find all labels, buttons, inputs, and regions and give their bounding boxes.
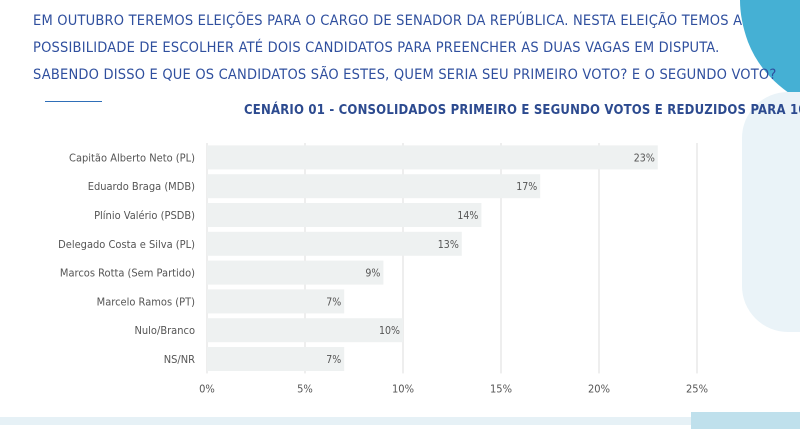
x-tick-label: 25% (686, 382, 708, 395)
question-line: EM OUTUBRO TEREMOS ELEIÇÕES PARA O CARGO… (33, 13, 743, 29)
category-label: Plínio Valério (PSDB) (94, 209, 195, 222)
category-label: Marcos Rotta (Sem Partido) (60, 267, 195, 280)
bar (207, 260, 384, 285)
side-decoration (742, 92, 800, 332)
data-label: 13% (438, 239, 459, 251)
category-label: Eduardo Braga (MDB) (88, 180, 195, 193)
survey-question: EM OUTUBRO TEREMOS ELEIÇÕES PARA O CARGO… (33, 8, 777, 89)
question-line: POSSIBILIDADE DE ESCOLHER ATÉ DOIS CANDI… (33, 40, 720, 56)
chart-title: CENÁRIO 01 - CONSOLIDADOS PRIMEIRO E SEG… (244, 103, 800, 118)
category-label: Capitão Alberto Neto (PL) (69, 151, 195, 164)
corner-decoration (740, 0, 800, 100)
data-label: 7% (326, 296, 341, 308)
data-label: 9% (365, 268, 380, 280)
data-label: 10% (379, 325, 400, 337)
data-label: 23% (634, 152, 655, 164)
category-label: NS/NR (164, 353, 195, 366)
category-label: Nulo/Branco (135, 324, 196, 337)
divider (45, 101, 102, 102)
category-label: Marcelo Ramos (PT) (97, 295, 195, 308)
footer-stripe (0, 417, 800, 425)
x-tick-label: 10% (392, 382, 414, 395)
x-tick-label: 15% (490, 382, 512, 395)
bar (207, 231, 462, 256)
x-tick-label: 0% (199, 382, 215, 395)
bar (207, 203, 482, 227)
bar (207, 347, 345, 371)
data-label: 14% (457, 210, 478, 222)
bar (207, 289, 345, 314)
bar (207, 174, 541, 199)
data-label: 17% (516, 181, 537, 193)
x-tick-label: 20% (588, 382, 610, 395)
footer-accent (691, 412, 800, 429)
x-tick-label: 5% (297, 382, 313, 395)
data-label: 7% (326, 354, 341, 366)
question-line: SABENDO DISSO E QUE OS CANDIDATOS SÃO ES… (33, 67, 777, 83)
bar (207, 318, 403, 343)
category-label: Delegado Costa e Silva (PL) (58, 238, 195, 251)
bar (207, 145, 658, 170)
